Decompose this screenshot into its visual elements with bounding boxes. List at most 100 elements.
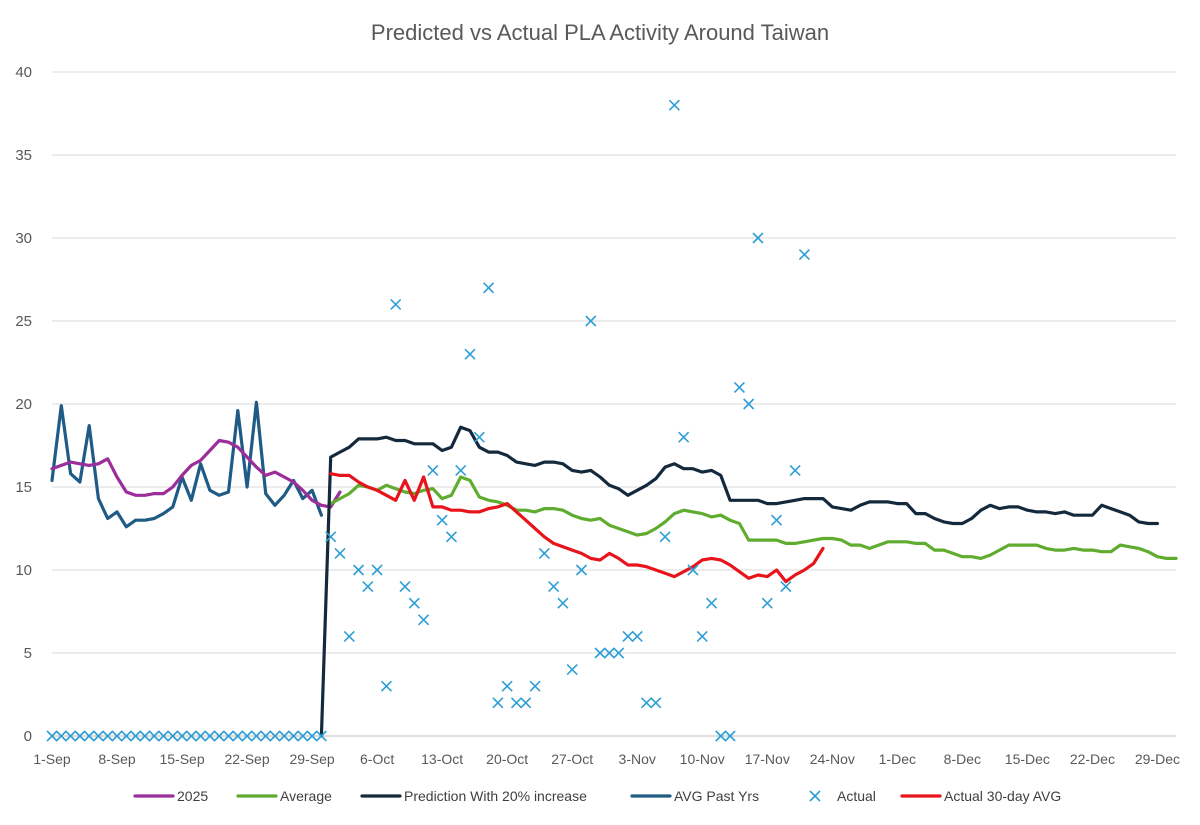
legend-item-actual-30-day-avg: Actual 30-day AVG [900,788,1061,804]
data-point [380,680,392,692]
data-point [510,697,523,709]
data-point [130,730,142,742]
legend-swatch [809,790,821,802]
legend-item-actual: Actual [809,788,876,804]
data-point [232,730,244,742]
data-point [148,730,160,742]
data-point [55,730,67,742]
data-point [260,730,272,742]
data-point [352,564,365,576]
data-point [538,547,550,559]
y-tick-label: 25 [15,313,32,330]
data-point [362,581,374,593]
data-point [483,282,495,294]
data-point [455,464,467,476]
data-point [111,730,123,742]
legend-label: Prediction With 20% increase [404,788,587,804]
x-tick-label: 1-Sep [33,751,71,767]
y-tick-label: 40 [15,64,32,81]
grid-lines [52,71,1176,654]
data-point [250,730,262,742]
data-point [408,597,420,609]
data-point [139,730,151,742]
x-tick-label: 27-Oct [551,751,593,767]
x-tick-label: 29-Dec [1135,751,1180,767]
data-point [594,647,606,659]
data-point [204,730,216,742]
data-point [743,398,755,410]
data-point [761,597,773,609]
data-point [668,99,680,111]
data-point [613,647,625,659]
data-point [548,581,560,593]
data-point [120,730,132,742]
y-tick-label: 20 [15,396,32,413]
series-line-actual-30-day-avg [329,472,825,584]
x-tick-label: 6-Oct [360,751,394,767]
legend: 2025 Average Prediction With 20% increase A… [133,788,1061,804]
series-layer [46,99,1178,742]
data-point [659,531,671,543]
x-axis-ticks: 1-Sep 8-Sep 15-Sep 22-Sep 29-Sep 6-Oct 13-Oct 2… [33,751,1180,767]
data-point [390,298,402,310]
data-point [176,730,188,742]
legend-label: Actual [837,788,876,804]
data-point [213,730,225,742]
data-point [306,730,318,742]
series-line-avg-past-yrs [50,400,323,529]
data-point [520,697,532,709]
data-point [780,581,792,593]
legend-item-avg-past-yrs: AVG Past Yrs [630,788,759,804]
x-tick-label: 15-Sep [159,751,204,767]
x-tick-label: 29-Sep [290,751,335,767]
series-line-prediction-with-20-increase [319,425,1160,738]
data-point [167,730,179,742]
data-point [92,730,105,742]
data-point [241,730,253,742]
data-point [315,730,327,742]
data-point [157,730,170,742]
legend-item-2025: 2025 [133,788,208,804]
x-tick-label: 17-Nov [745,751,790,767]
legend-label: Average [280,788,332,804]
legend-item-average: Average [236,788,332,804]
data-point [724,730,736,742]
x-tick-label: 1-Dec [879,751,916,767]
data-point [585,315,597,327]
x-tick-label: 10-Nov [680,751,725,767]
data-point [529,680,541,692]
data-point [371,564,383,576]
series-points-actual [46,99,810,742]
data-point [464,348,476,360]
data-point [789,464,801,476]
data-point [102,730,114,742]
data-point [492,697,504,709]
x-tick-label: 8-Dec [944,751,981,767]
data-point [185,730,197,742]
data-point [399,581,411,593]
chart-title: Predicted vs Actual PLA Activity Around … [371,20,829,45]
data-point [770,514,783,526]
legend-label: 2025 [177,788,208,804]
data-point [287,730,300,742]
y-tick-label: 0 [24,728,32,745]
x-tick-label: 15-Dec [1005,751,1050,767]
data-point [575,564,588,576]
data-point [297,730,309,742]
x-tick-label: 24-Nov [810,751,855,767]
series-line-average [329,475,1178,561]
data-point [687,564,699,576]
legend-label: Actual 30-day AVG [944,788,1061,804]
x-tick-label: 20-Oct [486,751,528,767]
y-tick-label: 10 [15,562,32,579]
y-tick-label: 30 [15,230,32,247]
data-point [696,630,708,642]
data-point [557,597,569,609]
data-point [74,730,86,742]
data-point [65,730,77,742]
x-tick-label: 22-Sep [224,751,269,767]
y-tick-label: 15 [15,479,32,496]
y-axis-ticks: 0 5 10 15 20 25 30 35 40 [15,64,32,745]
x-tick-label: 13-Oct [421,751,463,767]
